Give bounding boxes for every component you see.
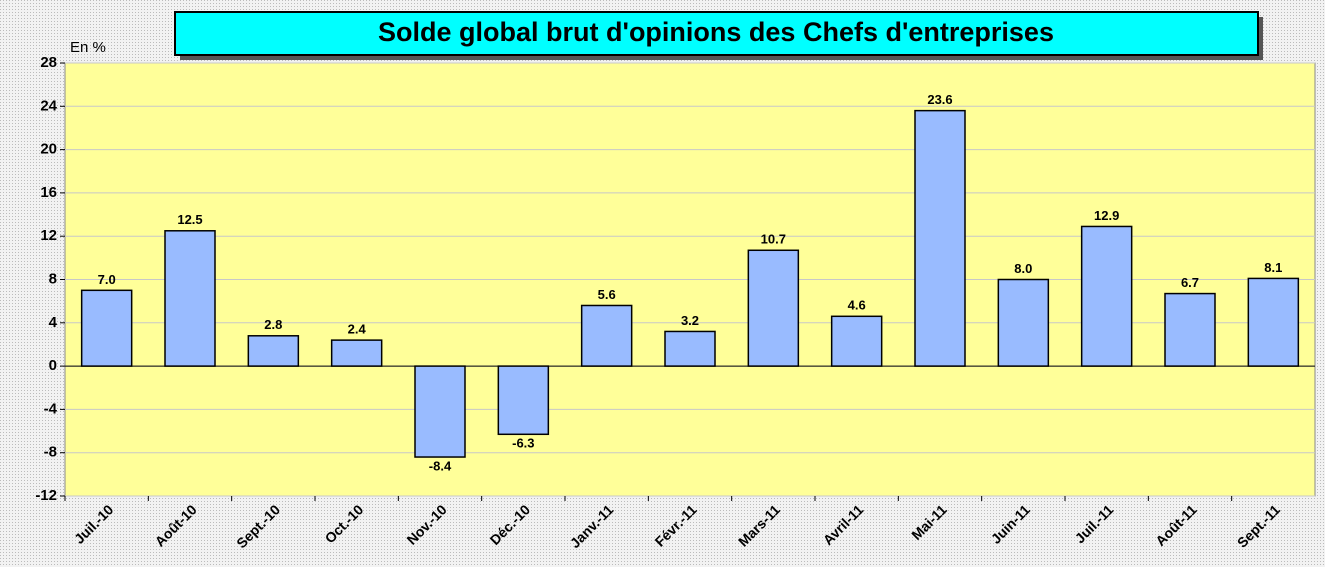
data-label: 12.5 bbox=[177, 212, 202, 227]
data-label: 2.8 bbox=[264, 317, 282, 332]
data-label: 6.7 bbox=[1181, 275, 1199, 290]
bar bbox=[830, 315, 883, 367]
bar bbox=[414, 365, 466, 458]
bar bbox=[1080, 225, 1133, 367]
bar bbox=[997, 278, 1050, 367]
bar bbox=[914, 109, 966, 367]
bar bbox=[164, 230, 216, 367]
y-tick-label: -8 bbox=[44, 444, 57, 461]
y-tick-label: 4 bbox=[49, 314, 58, 331]
data-label: 2.4 bbox=[348, 322, 367, 337]
bar bbox=[580, 304, 633, 367]
y-tick-label: 12 bbox=[40, 227, 57, 244]
data-label: -6.3 bbox=[512, 436, 534, 451]
chart-title: Solde global brut d'opinions des Chefs d… bbox=[378, 17, 1054, 47]
bar bbox=[1247, 277, 1300, 367]
bar bbox=[1164, 292, 1216, 367]
y-tick-label: 0 bbox=[49, 357, 57, 374]
data-label: 23.6 bbox=[927, 92, 952, 107]
y-tick-label: -12 bbox=[35, 487, 57, 504]
bar bbox=[247, 335, 300, 367]
data-label: 5.6 bbox=[598, 287, 616, 302]
y-tick-label: 24 bbox=[40, 97, 57, 114]
y-tick-label: 16 bbox=[40, 184, 57, 201]
bar bbox=[80, 289, 133, 367]
data-label: -8.4 bbox=[429, 458, 452, 473]
data-label: 10.7 bbox=[761, 232, 786, 247]
bar bbox=[497, 365, 550, 436]
y-tick-label: 28 bbox=[40, 54, 57, 71]
bar bbox=[747, 249, 800, 367]
bar bbox=[664, 330, 716, 367]
y-tick-label: 20 bbox=[40, 141, 57, 158]
data-label: 7.0 bbox=[98, 272, 116, 287]
y-tick-label: 8 bbox=[49, 270, 57, 287]
bar bbox=[330, 339, 383, 367]
data-label: 8.1 bbox=[1264, 260, 1282, 275]
y-tick-label: -4 bbox=[44, 400, 58, 417]
title-box bbox=[174, 11, 1259, 56]
data-label: 3.2 bbox=[681, 313, 699, 328]
data-label: 8.0 bbox=[1014, 261, 1032, 276]
y-axis-unit: En % bbox=[70, 39, 106, 56]
data-label: 12.9 bbox=[1094, 208, 1119, 223]
data-label: 4.6 bbox=[848, 298, 866, 313]
